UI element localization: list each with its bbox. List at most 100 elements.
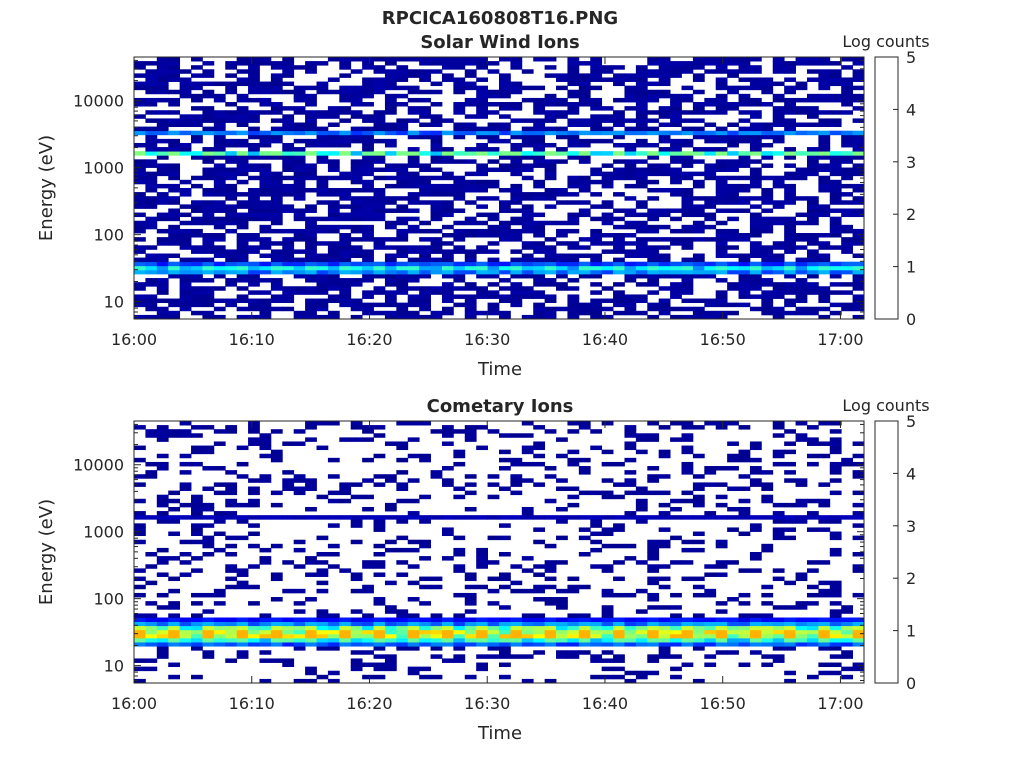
- heatmap-cell: [681, 662, 694, 668]
- heatmap-cell: [316, 302, 329, 308]
- heatmap-cell: [658, 237, 671, 242]
- heatmap-cell: [738, 633, 751, 639]
- heatmap-cell: [738, 282, 751, 287]
- heatmap-cell: [419, 151, 431, 156]
- heatmap-cell: [761, 220, 774, 226]
- heatmap-cell: [156, 155, 169, 160]
- heatmap-cell: [464, 601, 477, 606]
- heatmap-cell: [715, 261, 728, 267]
- heatmap-cell: [635, 81, 648, 87]
- heatmap-cell: [613, 560, 625, 565]
- heatmap-cell: [601, 65, 614, 70]
- heatmap-cell: [156, 265, 169, 271]
- x-axis-label: Time: [477, 359, 522, 380]
- heatmap-cell: [647, 433, 660, 438]
- heatmap-cell: [761, 617, 774, 622]
- heatmap-cell: [784, 89, 796, 95]
- heatmap-cell: [441, 433, 454, 438]
- heatmap-cell: [852, 511, 865, 516]
- heatmap-cell: [191, 625, 203, 631]
- heatmap-cell: [441, 183, 454, 189]
- heatmap-cell: [613, 482, 625, 487]
- heatmap-cell: [806, 196, 819, 201]
- heatmap-cell: [533, 633, 546, 639]
- heatmap-cell: [191, 261, 203, 267]
- heatmap-cell: [818, 265, 831, 271]
- heatmap-cell: [784, 61, 796, 66]
- heatmap-cell: [738, 163, 751, 168]
- heatmap-cell: [670, 118, 682, 123]
- heatmap-cell: [145, 85, 158, 91]
- heatmap-cell: [624, 543, 637, 549]
- heatmap-cell: [441, 65, 454, 70]
- heatmap-cell: [350, 437, 363, 442]
- heatmap-cell: [681, 261, 694, 267]
- heatmap-cell: [818, 580, 831, 586]
- heatmap-cell: [829, 183, 842, 189]
- heatmap-cell: [521, 290, 534, 295]
- heatmap-cell: [715, 539, 728, 545]
- heatmap-cell: [761, 654, 774, 659]
- heatmap-cell: [419, 134, 431, 140]
- heatmap-cell: [635, 228, 648, 234]
- heatmap-cell: [373, 601, 386, 606]
- heatmap-cell: [202, 200, 215, 205]
- heatmap-cell: [795, 502, 808, 508]
- heatmap-cell: [453, 196, 466, 201]
- heatmap-cell: [806, 155, 819, 160]
- heatmap-cell: [590, 204, 603, 209]
- heatmap-cell: [578, 527, 591, 532]
- heatmap-cell: [738, 273, 751, 279]
- heatmap-cell: [248, 147, 260, 152]
- heatmap-cell: [362, 249, 374, 254]
- heatmap-cell: [373, 621, 386, 627]
- heatmap-cell: [179, 642, 192, 647]
- heatmap-cell: [521, 253, 534, 258]
- heatmap-cell: [464, 576, 477, 582]
- heatmap-cell: [464, 265, 477, 271]
- heatmap-cell: [373, 433, 386, 438]
- heatmap-cell: [430, 138, 443, 144]
- heatmap-cell: [419, 286, 431, 291]
- heatmap-cell: [715, 61, 728, 66]
- heatmap-cell: [362, 306, 374, 312]
- heatmap-cell: [784, 637, 796, 643]
- heatmap-cell: [624, 224, 637, 230]
- heatmap-cell: [727, 200, 739, 205]
- heatmap-cell: [704, 216, 717, 222]
- heatmap-cell: [829, 601, 842, 606]
- heatmap-cell: [658, 515, 671, 520]
- heatmap-cell: [134, 629, 146, 635]
- heatmap-cell: [134, 568, 146, 573]
- heatmap-cell: [248, 273, 260, 279]
- heatmap-cell: [647, 421, 660, 426]
- heatmap-cell: [670, 97, 682, 103]
- heatmap-cell: [179, 302, 192, 308]
- heatmap-cell: [476, 654, 488, 659]
- colorbar-tick-label: 0: [906, 310, 916, 329]
- heatmap-cell: [704, 204, 717, 209]
- heatmap-cell: [225, 625, 238, 631]
- heatmap-cell: [236, 461, 249, 467]
- heatmap-cell: [339, 138, 352, 144]
- heatmap-cell: [145, 429, 158, 434]
- heatmap-cell: [852, 183, 865, 189]
- heatmap-cell: [419, 584, 431, 590]
- heatmap-cell: [179, 245, 192, 250]
- heatmap-cell: [521, 294, 534, 299]
- heatmap-cell: [441, 294, 454, 299]
- heatmap-cell: [248, 61, 260, 66]
- heatmap-cell: [145, 216, 158, 222]
- heatmap-cell: [248, 282, 260, 287]
- heatmap-cell: [236, 629, 249, 635]
- heatmap-cell: [544, 498, 557, 504]
- heatmap-cell: [282, 73, 295, 78]
- heatmap-cell: [293, 106, 306, 111]
- heatmap-cell: [499, 269, 511, 275]
- heatmap-cell: [749, 621, 762, 627]
- heatmap-cell: [681, 208, 694, 213]
- heatmap-cell: [556, 588, 568, 594]
- heatmap-cell: [772, 106, 785, 111]
- heatmap-cell: [829, 449, 842, 455]
- heatmap-cell: [305, 425, 317, 430]
